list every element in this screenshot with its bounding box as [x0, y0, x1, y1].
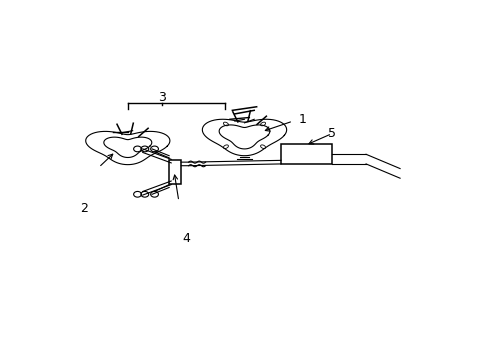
Text: 2: 2 — [80, 202, 88, 215]
Text: 4: 4 — [182, 233, 190, 246]
Bar — [169, 160, 181, 184]
Text: 3: 3 — [158, 91, 165, 104]
Text: 5: 5 — [327, 127, 335, 140]
Bar — [281, 144, 331, 164]
Text: 1: 1 — [298, 113, 306, 126]
